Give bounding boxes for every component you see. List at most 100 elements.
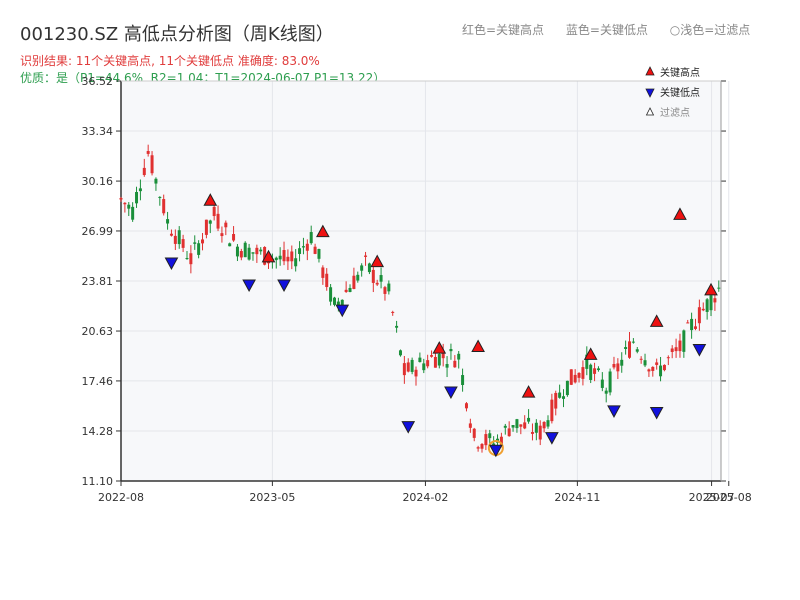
candle-body	[624, 347, 628, 349]
candle-body	[158, 196, 162, 198]
candle-body	[181, 239, 185, 248]
candle-body	[426, 360, 430, 367]
y-tick-label: 23.81	[82, 275, 114, 288]
y-tick-label: 26.99	[82, 225, 114, 238]
candle-body	[224, 222, 228, 228]
candle-body	[662, 364, 666, 371]
candle-body	[546, 420, 550, 427]
candle-body	[169, 233, 173, 236]
legend-high-text: 红色=关键高点	[462, 23, 545, 37]
x-tick-label: 2024-02	[402, 491, 448, 504]
candle-body	[562, 396, 566, 399]
candle-body	[371, 269, 375, 283]
candle-body	[263, 246, 267, 265]
legend-filtered-icon	[645, 107, 655, 116]
result-summary: 识别结果: 11个关键高点, 11个关键低点 准确度: 83.0%	[20, 54, 320, 68]
candle-body	[620, 359, 624, 366]
candle-body	[387, 283, 391, 292]
candle-body	[690, 318, 694, 331]
candle-body	[317, 249, 321, 259]
candle-body	[573, 374, 577, 383]
x-tick-label: 2022-08	[98, 491, 144, 504]
candle-body	[507, 428, 511, 437]
key-low-marker	[692, 344, 707, 357]
candle-body	[150, 155, 154, 174]
candle-body	[282, 250, 286, 262]
candle-body	[655, 362, 659, 365]
candle-body	[461, 375, 465, 386]
candle-body	[441, 352, 445, 359]
candle-body	[503, 425, 507, 428]
candle-body	[616, 363, 620, 372]
candle-body	[208, 220, 212, 224]
candle-body	[530, 432, 534, 434]
candle-body	[604, 390, 608, 394]
candle-body	[298, 248, 302, 254]
candle-body	[177, 230, 181, 245]
candle-body	[600, 379, 604, 388]
key-low-marker	[277, 279, 291, 293]
candle-body	[686, 322, 690, 324]
candle-body	[127, 204, 131, 209]
candle-body	[674, 347, 678, 352]
candle-body	[332, 297, 336, 305]
candle-body	[678, 340, 682, 352]
candle-body	[472, 428, 476, 438]
candle-body	[693, 326, 697, 329]
candle-body	[701, 308, 705, 311]
candle-body	[705, 299, 709, 312]
candle-body	[558, 392, 562, 398]
legend-high-icon	[645, 66, 655, 76]
candle-body	[352, 275, 356, 289]
candle-body	[142, 167, 146, 176]
candle-body	[488, 433, 492, 439]
candle-body	[274, 257, 278, 261]
key-high-marker	[521, 385, 536, 398]
candle-body	[534, 422, 538, 433]
key-low-marker	[545, 432, 559, 445]
legend-filtered-text: ○浅色=过滤点	[669, 23, 751, 37]
legend-label: 过滤点	[660, 106, 690, 119]
candle-body	[154, 178, 158, 184]
candle-body	[651, 366, 655, 371]
candle-body	[367, 263, 371, 273]
candle-body	[301, 246, 305, 248]
candle-body	[185, 258, 189, 260]
candle-body	[527, 417, 531, 422]
candle-body	[577, 372, 581, 378]
candle-body	[138, 188, 142, 192]
candle-body	[391, 311, 395, 313]
candle-body	[189, 253, 193, 265]
candle-body	[550, 399, 554, 422]
candle-body	[251, 252, 255, 254]
candle-body	[709, 295, 713, 311]
candle-body	[232, 234, 236, 241]
y-tick-label: 14.28	[82, 425, 114, 438]
candle-body	[666, 357, 670, 359]
candle-body	[340, 299, 344, 307]
candle-body	[433, 356, 437, 368]
candle-body	[173, 235, 177, 244]
candle-body	[608, 371, 612, 393]
y-tick-label: 36.52	[82, 75, 114, 88]
candle-body	[569, 369, 573, 385]
key-high-marker	[203, 193, 218, 206]
candle-body	[565, 380, 569, 396]
candle-body	[437, 354, 441, 366]
candle-body	[204, 219, 208, 235]
candle-body	[228, 243, 232, 247]
candle-body	[212, 206, 216, 217]
key-low-marker	[401, 421, 416, 434]
candle-body	[418, 357, 422, 363]
candle-body	[348, 287, 352, 292]
y-tick-label: 33.34	[82, 125, 114, 138]
candle-body	[220, 233, 224, 237]
candle-body	[422, 363, 426, 371]
candle-body	[515, 419, 519, 429]
candle-body	[146, 151, 150, 154]
legend-low-icon	[645, 88, 655, 98]
x-tick-label: 2024-11	[554, 491, 600, 504]
candle-body	[697, 307, 701, 324]
